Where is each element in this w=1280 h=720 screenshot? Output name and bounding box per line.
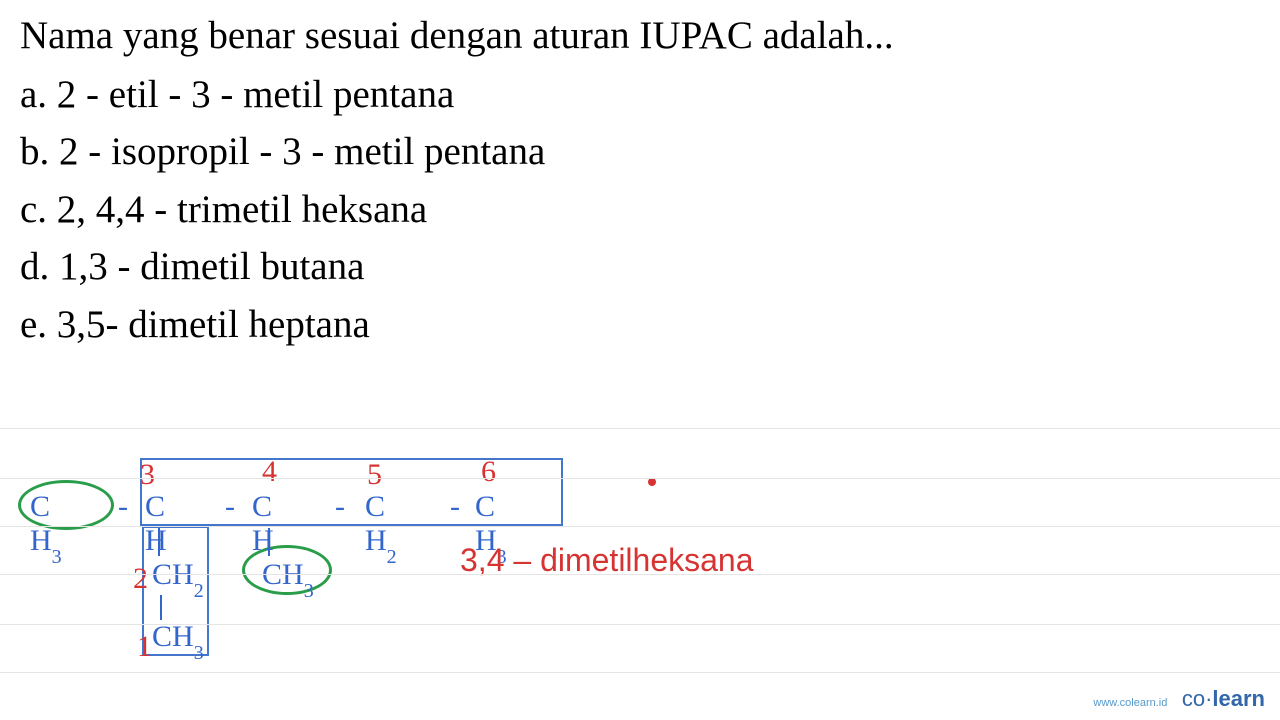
- branch-atom: CH3: [262, 558, 314, 597]
- bond: -: [450, 490, 460, 524]
- question-text: Nama yang benar sesuai dengan aturan IUP…: [20, 12, 1260, 61]
- vertical-bond: [268, 528, 270, 556]
- option-d: d. 1,3 - dimetil butana: [20, 239, 1260, 296]
- chemistry-workarea: C H3C HC HC H2C H3----CH2CH3CH3345621 3,…: [0, 430, 1280, 660]
- footer-url: www.colearn.id: [1093, 697, 1167, 709]
- option-c: c. 2, 4,4 - trimetil heksana: [20, 182, 1260, 239]
- carbon-number: 1: [137, 630, 152, 664]
- carbon-number: 4: [262, 455, 277, 489]
- carbon-number: 3: [140, 458, 155, 492]
- carbon-number: 6: [481, 455, 496, 489]
- footer-logo: co·learn: [1182, 686, 1265, 711]
- option-e: e. 3,5- dimetil heptana: [20, 297, 1260, 354]
- option-b: b. 2 - isopropil - 3 - metil pentana: [20, 124, 1260, 181]
- gridline: [0, 478, 1280, 479]
- gridline: [0, 672, 1280, 673]
- branch-atom: CH3: [152, 620, 204, 659]
- gridline: [0, 526, 1280, 527]
- bond: -: [225, 490, 235, 524]
- cursor-dot: [648, 478, 656, 486]
- carbon-number: 2: [133, 562, 148, 596]
- carbon-atom: C H: [145, 490, 167, 558]
- bond: -: [335, 490, 345, 524]
- branch-atom: CH2: [152, 558, 204, 597]
- carbon-number: 5: [367, 458, 382, 492]
- carbon-atom: C H: [252, 490, 274, 558]
- gridline: [0, 574, 1280, 575]
- vertical-bond: [158, 528, 160, 556]
- vertical-bond: [160, 595, 162, 620]
- gridline: [0, 624, 1280, 625]
- option-a: a. 2 - etil - 3 - metil pentana: [20, 67, 1260, 124]
- footer: www.colearn.id co·learn: [1093, 686, 1265, 712]
- gridline: [0, 428, 1280, 429]
- bond: -: [118, 490, 128, 524]
